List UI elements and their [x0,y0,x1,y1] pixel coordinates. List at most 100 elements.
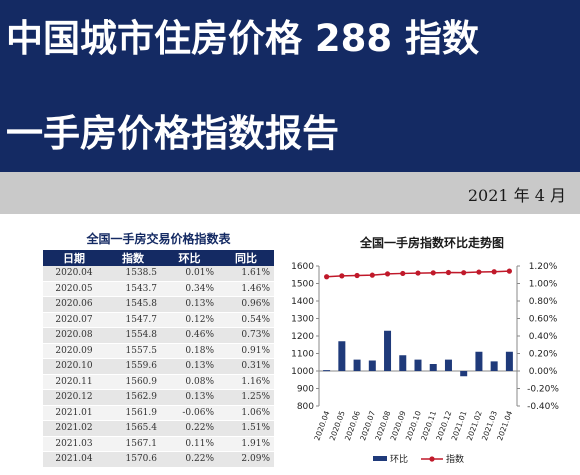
index-point [476,269,482,275]
mom-bar [384,330,392,371]
index-point [506,268,512,274]
index-point [324,274,330,280]
column-header-mom: 环比 [161,250,218,266]
legend-label-mom: 环比 [390,453,408,465]
mom-bar [353,359,361,371]
report-date: 2021 年 4 月 [467,186,566,205]
legend-line-marker [429,456,435,462]
index-point [461,270,467,276]
cell-index: 1538.5 [105,266,161,282]
cell-yoy: 1.61% [218,266,274,282]
table-row: 2020.08 1554.8 0.46% 0.73% [43,327,274,344]
cell-date: 2020.06 [43,296,105,313]
table-row: 2020.10 1559.6 0.13% 0.31% [43,358,274,375]
cell-yoy: 1.16% [218,374,274,390]
table-body: 2020.04 1538.5 0.01% 1.61% 2020.05 1543.7 0.34… [43,266,274,468]
date-bar: 2021 年 4 月 [0,172,580,214]
cell-index: 1559.6 [105,358,161,375]
table-row: 2020.09 1557.5 0.18% 0.91% [43,343,274,359]
index-point [415,270,421,276]
mom-bar [475,351,483,371]
mom-bar [429,364,437,371]
index-point [430,270,436,276]
legend-bar-swatch [373,456,387,461]
cell-date: 2021.03 [43,436,105,452]
left-axis-tick-label: 1200 [291,332,314,342]
mom-bar [368,360,376,371]
column-header-index: 指数 [105,250,161,266]
page-subtitle: 一手房价格指数报告 [6,112,339,155]
cell-index: 1545.8 [105,296,161,313]
left-axis-tick-label: 1400 [291,297,314,307]
table-header-row: 日期 指数 环比 同比 [43,250,274,266]
mom-trend-chart: 800 900 1000 1100 1200 1300 1400 1500 1600 -0.40%… [284,228,580,475]
right-axis-tick-label: 1.20% [529,262,558,272]
mom-bar [399,355,407,371]
cell-yoy: 0.91% [218,343,274,359]
cell-mom: 0.01% [161,266,218,282]
right-axis-tick-label: -0.20% [527,385,559,395]
cell-mom: 0.46% [161,327,218,344]
cell-mom: 0.13% [161,358,218,375]
page-title: 中国城市住房价格 288 指数 [6,17,479,60]
left-axis-tick-label: 900 [297,385,314,395]
cell-date: 2021.04 [43,451,105,468]
cell-mom: -0.06% [161,405,218,421]
mom-bar [444,359,452,371]
cell-index: 1570.6 [105,451,161,468]
cell-yoy: 1.51% [218,420,274,437]
cell-index: 1547.7 [105,312,161,328]
table-row: 2020.07 1547.7 0.12% 0.54% [43,312,274,328]
cell-index: 1554.8 [105,327,161,344]
cell-date: 2020.09 [43,343,105,359]
column-header-yoy: 同比 [218,250,274,266]
cell-index: 1543.7 [105,281,161,297]
table-row: 2020.12 1562.9 0.13% 1.25% [43,389,274,406]
mom-bar [460,371,468,377]
cell-yoy: 2.09% [218,451,274,468]
cell-yoy: 0.96% [218,296,274,313]
right-axis-tick-label: 0.80% [529,297,558,307]
price-index-table: 日期 指数 环比 同比 2020.04 1538.5 0.01% 1.61% 2020.… [43,250,274,468]
chart-title: 全国一手房指数环比走势图 [359,236,504,250]
cell-yoy: 1.91% [218,436,274,452]
cell-yoy: 1.25% [218,389,274,406]
table-row: 2021.03 1567.1 0.11% 1.91% [43,436,274,452]
column-header-date: 日期 [43,250,105,266]
index-point [445,269,452,276]
table-row: 2021.01 1561.9 -0.06% 1.06% [43,405,274,421]
cell-mom: 0.34% [161,281,218,297]
table-row: 2020.06 1545.8 0.13% 0.96% [43,296,274,313]
chart-canvas: 800 900 1000 1100 1200 1300 1400 1500 1600 -0.40%… [291,262,559,465]
cell-mom: 0.13% [161,389,218,406]
left-axis-tick-label: 1500 [291,280,314,290]
left-axis-tick-label: 1000 [291,367,314,377]
table-row: 2020.04 1538.5 0.01% 1.61% [43,266,274,282]
cell-yoy: 1.46% [218,281,274,297]
price-index-table-block: 全国一手房交易价格指数表 日期 指数 环比 同比 2020.04 1538.5 0.… [43,228,274,468]
table-row: 2021.04 1570.6 0.22% 2.09% [43,451,274,468]
cell-date: 2020.05 [43,281,105,297]
cell-index: 1567.1 [105,436,161,452]
right-axis-tick-label: 0.60% [529,315,558,325]
cell-yoy: 0.54% [218,312,274,328]
cell-mom: 0.22% [161,451,218,468]
right-axis-tick-label: 0.40% [529,332,558,342]
index-point [339,273,345,279]
cell-index: 1562.9 [105,389,161,406]
table-title: 全国一手房交易价格指数表 [86,232,231,246]
table-row: 2020.05 1543.7 0.34% 1.46% [43,281,274,297]
index-point [369,272,375,278]
cell-mom: 0.11% [161,436,218,452]
cell-yoy: 1.06% [218,405,274,421]
left-axis-tick-label: 1600 [291,262,314,272]
cell-date: 2021.01 [43,405,105,421]
cell-mom: 0.22% [161,420,218,437]
index-point [491,269,497,275]
cell-date: 2020.12 [43,389,105,406]
cell-date: 2021.02 [43,420,105,437]
cell-mom: 0.08% [161,374,218,390]
index-point [354,272,360,279]
cell-index: 1561.9 [105,405,161,421]
left-axis-tick-label: 1300 [291,315,314,325]
